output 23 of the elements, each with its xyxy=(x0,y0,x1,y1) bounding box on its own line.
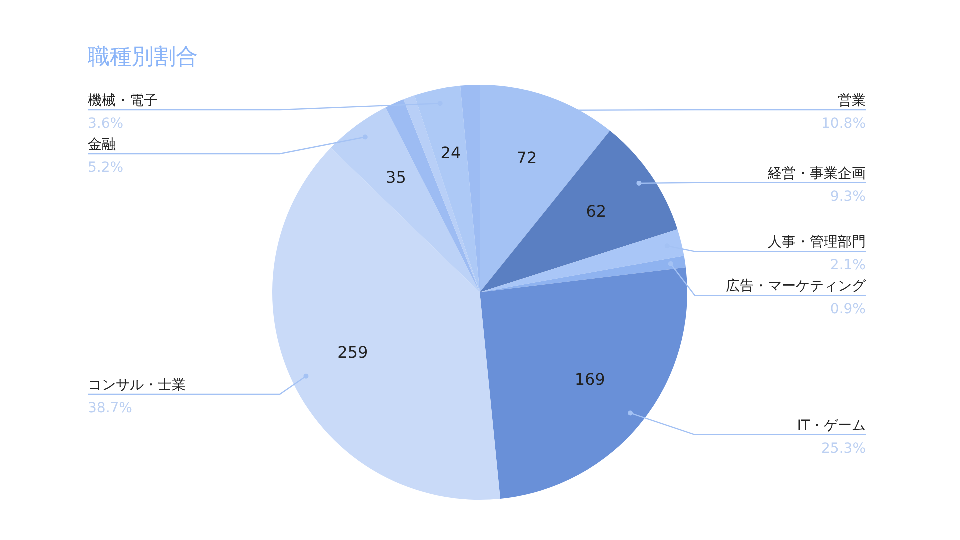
slice-label: 機械・電子 xyxy=(88,93,158,109)
data-label: 259 xyxy=(338,343,368,362)
slice-label: 広告・マーケティング xyxy=(726,278,867,295)
data-label: 24 xyxy=(440,144,462,163)
slice-label: 経営・事業企画 xyxy=(767,166,866,182)
data-label: 72 xyxy=(516,148,538,168)
slice-label: 人事・管理部門 xyxy=(768,234,866,251)
data-label: 62 xyxy=(586,202,607,221)
slice-label: 金融 xyxy=(88,137,116,153)
text: 9.3% xyxy=(830,188,866,205)
text: 0.9% xyxy=(830,302,866,318)
text: 25.3% xyxy=(822,440,866,457)
slice-label: 営業 xyxy=(838,93,866,109)
data-label: 169 xyxy=(574,370,606,389)
chart-title: 職種別割合 xyxy=(88,44,198,72)
slice-label: IT・ゲーム xyxy=(797,418,866,434)
text: 38.7% xyxy=(88,400,132,417)
text: 5.2% xyxy=(88,160,124,176)
text: 10.8% xyxy=(822,116,866,132)
text: 2.1% xyxy=(830,258,866,274)
text: 3.6% xyxy=(88,116,124,132)
data-label: 35 xyxy=(386,168,406,188)
slice-label: コンサル・士業 xyxy=(88,378,186,394)
